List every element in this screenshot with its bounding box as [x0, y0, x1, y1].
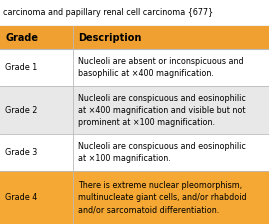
Text: Grade 2: Grade 2	[5, 106, 38, 115]
Text: Grade 4: Grade 4	[5, 193, 38, 202]
Bar	[0, 171, 269, 224]
Text: Nucleoli are conspicuous and eosinophilic
at ×400 magnification and visible but : Nucleoli are conspicuous and eosinophili…	[78, 94, 246, 127]
Bar	[0, 26, 269, 224]
Text: Nucleoli are absent or inconspicuous and
basophilic at ×400 magnification.: Nucleoli are absent or inconspicuous and…	[78, 57, 244, 78]
Bar	[0, 26, 269, 49]
Text: Nucleoli are conspicuous and eosinophilic
at ×100 magnification.: Nucleoli are conspicuous and eosinophili…	[78, 142, 246, 164]
Text: Description: Description	[78, 32, 141, 43]
Bar	[0, 0, 269, 26]
Text: Grade: Grade	[5, 32, 38, 43]
Text: Grade 3: Grade 3	[5, 148, 38, 157]
Text: Grade 1: Grade 1	[5, 63, 38, 72]
Text: There is extreme nuclear pleomorphism,
multinucleate giant cells, and/or rhabdoi: There is extreme nuclear pleomorphism, m…	[78, 181, 247, 214]
Bar	[0, 49, 269, 86]
Bar	[0, 134, 269, 171]
Bar	[0, 86, 269, 134]
Text: carcinoma and papillary renal cell carcinoma {677}: carcinoma and papillary renal cell carci…	[3, 8, 214, 17]
